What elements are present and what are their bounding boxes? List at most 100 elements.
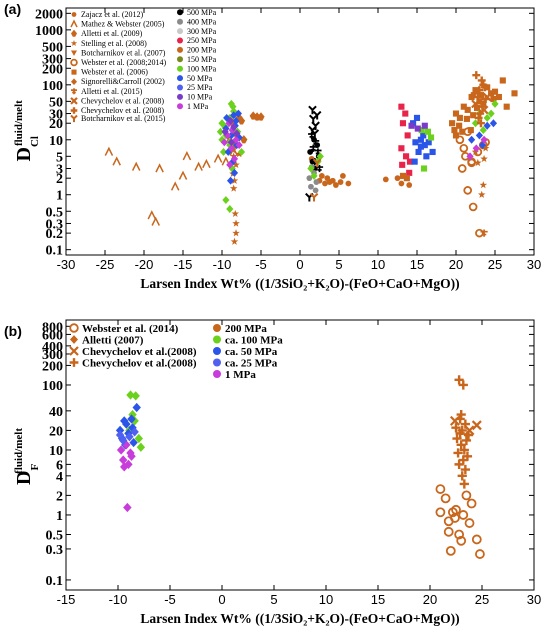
data-point	[230, 111, 238, 120]
series-4	[451, 375, 474, 489]
x-tick-label: -10	[213, 257, 232, 272]
data-point	[230, 154, 239, 163]
data-point	[120, 416, 129, 426]
data-point	[222, 196, 230, 205]
data-point	[445, 545, 456, 556]
legend-marker	[71, 78, 77, 85]
data-point	[402, 110, 409, 117]
x-tick-label: -20	[135, 257, 154, 272]
y-tick-label: 300	[42, 53, 63, 68]
data-point	[472, 144, 480, 153]
data-point	[232, 160, 240, 169]
data-point	[443, 526, 454, 537]
data-point	[119, 455, 128, 465]
series-5	[220, 119, 243, 169]
y-tick-label: 0.5	[46, 205, 64, 220]
x-tick-label: 5	[270, 592, 277, 607]
data-point	[234, 109, 242, 118]
data-point	[457, 471, 467, 481]
data-point	[115, 430, 125, 440]
data-point	[466, 498, 477, 509]
y-tick-label: 30	[49, 108, 63, 123]
data-point	[454, 529, 465, 540]
series-16	[399, 172, 410, 182]
data-point	[131, 391, 140, 401]
data-point	[475, 228, 484, 238]
data-point	[312, 187, 319, 194]
data-point	[309, 192, 319, 202]
data-point	[306, 175, 313, 182]
legend-label: Webster et al. (2008;2014)	[81, 58, 166, 67]
data-point	[417, 143, 424, 150]
y-axis-label: DClfluid/melt	[13, 100, 41, 162]
legend-marker	[71, 29, 77, 37]
y-tick-label: 10	[49, 444, 63, 459]
y-tick-label: 2	[56, 489, 63, 504]
data-point	[478, 141, 487, 150]
data-point	[452, 433, 462, 444]
data-point	[227, 99, 235, 108]
data-point	[318, 173, 325, 179]
data-point	[337, 179, 344, 185]
data-point	[466, 152, 474, 161]
data-point	[399, 120, 407, 127]
data-point	[453, 448, 463, 458]
data-point	[490, 96, 497, 103]
x-tick-label: 20	[423, 592, 437, 607]
data-point	[227, 138, 235, 147]
legend-marker	[213, 370, 221, 378]
legend-marker	[177, 84, 183, 91]
x-axis-label: Larsen Index Wt% ((1/3SiO₂+K₂O)-(FeO+CaO…	[140, 611, 459, 626]
data-point	[456, 440, 466, 450]
data-point	[477, 76, 486, 85]
data-point	[471, 148, 480, 156]
data-point	[237, 116, 246, 125]
data-point	[220, 138, 228, 147]
y-tick-label: 500	[42, 40, 63, 55]
data-point	[128, 423, 137, 433]
legend-label: 200 MPa	[225, 323, 267, 335]
data-point	[455, 135, 465, 145]
legend-label: Zajacz et al. (2012)	[81, 10, 144, 19]
series-14	[398, 103, 414, 176]
data-point	[477, 92, 485, 99]
legend-label: 500 MPa	[187, 8, 217, 17]
legend-marker	[213, 324, 221, 332]
x-tick-label: 30	[527, 592, 541, 607]
data-point	[474, 104, 481, 111]
legend-label: 50 MPa	[187, 74, 213, 83]
data-point	[406, 158, 414, 165]
chart-panel-b: -15 -10 -5 0 5 10 15 20 25 3080060040030020010040…	[4, 319, 541, 626]
x-tick-label: 25	[488, 257, 502, 272]
data-point	[468, 93, 475, 101]
data-point	[452, 110, 460, 117]
legend-marker	[70, 107, 78, 114]
legend-marker	[69, 323, 79, 333]
legend-label: 400 MPa	[187, 17, 217, 26]
data-point	[119, 435, 128, 446]
series-22	[468, 119, 498, 150]
data-point	[382, 176, 389, 183]
legend-marker	[70, 335, 78, 344]
data-point	[480, 154, 488, 163]
data-point	[131, 161, 141, 171]
data-point	[132, 402, 141, 413]
data-point	[464, 518, 475, 528]
data-point	[454, 459, 464, 470]
legend-label: Chevychelov et al. (2008)	[81, 96, 164, 105]
data-point	[477, 190, 486, 198]
data-point	[475, 86, 484, 95]
data-point	[127, 414, 136, 424]
data-point	[226, 205, 234, 213]
legend-marker	[177, 75, 183, 82]
data-point	[227, 131, 235, 140]
y-tick-label: 2	[56, 172, 63, 187]
data-point	[460, 103, 467, 110]
y-tick-label: 0.1	[46, 574, 64, 589]
y-tick-label: 6	[56, 458, 63, 473]
data-point	[413, 114, 421, 121]
legend-marker	[177, 46, 183, 53]
data-point	[425, 139, 432, 146]
data-point	[464, 106, 471, 113]
data-point	[459, 143, 469, 153]
